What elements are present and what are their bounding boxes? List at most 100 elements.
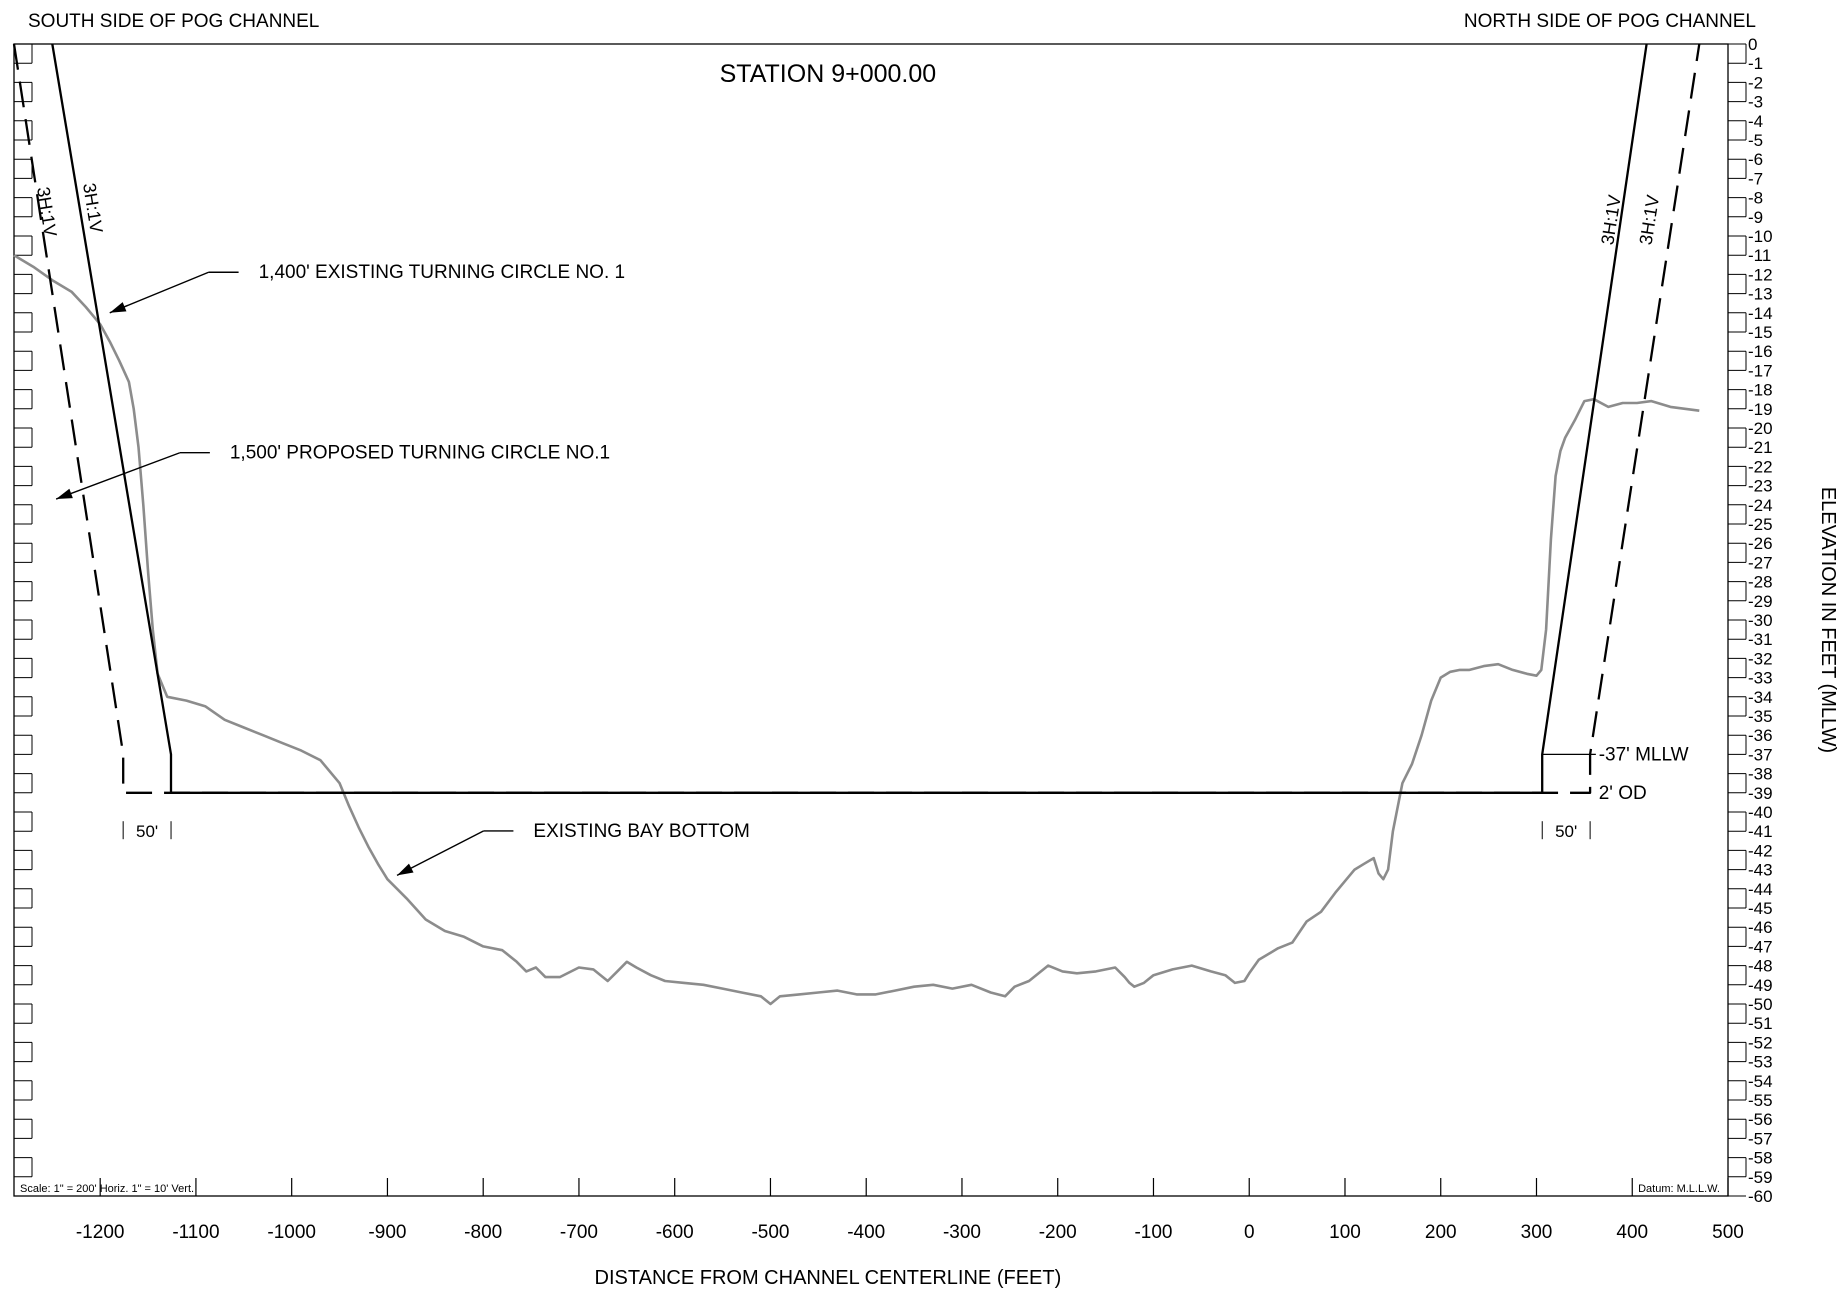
x-tick-label: -300: [943, 1222, 981, 1243]
plot-frame: [13, 43, 1729, 1197]
existing-bay-bottom-line: [13, 254, 1700, 1006]
existing-circle-line: [51, 43, 1648, 794]
y-tick-label: -3: [1748, 93, 1763, 112]
slope-label-proposed-south: 3H:1V: [33, 185, 61, 238]
bay-bottom-label: EXISTING BAY BOTTOM: [533, 821, 749, 842]
proposed-circle-label: 1,500' PROPOSED TURNING CIRCLE NO.1: [230, 443, 610, 464]
x-tick-label: -400: [847, 1222, 885, 1243]
y-tick-label: -6: [1748, 150, 1763, 169]
x-tick-label: -1000: [267, 1222, 316, 1243]
x-tick-label: -600: [656, 1222, 694, 1243]
y-tick-label: -58: [1748, 1149, 1773, 1168]
y-tick-label: -2: [1748, 73, 1763, 92]
bay-bottom-leader: [396, 830, 484, 876]
x-tick-label: 400: [1616, 1222, 1648, 1243]
y-tick-label: -46: [1748, 918, 1773, 937]
y-tick-label: -4: [1748, 112, 1763, 131]
y-tick-label: -17: [1748, 361, 1773, 380]
overdredge-label: 2' OD: [1599, 783, 1647, 804]
y-tick-label: -52: [1748, 1033, 1773, 1052]
y-tick-label: -56: [1748, 1110, 1773, 1129]
x-tick-label: -1200: [76, 1222, 125, 1243]
x-tick-label: -1100: [172, 1222, 219, 1243]
offset-north-label: 50': [1555, 822, 1577, 841]
x-tick-label: -800: [464, 1222, 502, 1243]
y-tick-label: -37: [1748, 745, 1773, 764]
y-tick-label: -16: [1748, 342, 1773, 361]
north-side-label: NORTH SIDE OF POG CHANNEL: [1464, 11, 1756, 32]
y-tick-label: -15: [1748, 323, 1773, 342]
y-tick-label: -25: [1748, 515, 1773, 534]
chart-title: STATION 9+000.00: [720, 60, 937, 88]
y-tick-label: -50: [1748, 995, 1773, 1014]
y-tick-label: -49: [1748, 976, 1773, 995]
y-tick-label: -40: [1748, 803, 1773, 822]
proposed-circle-line: [12, 43, 1701, 794]
y-tick-label: -26: [1748, 534, 1773, 553]
bay-bottom-arrowhead: [397, 863, 414, 876]
y-tick-label: -12: [1748, 265, 1773, 284]
y-tick-label: -28: [1748, 573, 1773, 592]
y-tick-label: -41: [1748, 822, 1773, 841]
datum-note: Datum: M.L.L.W.: [1638, 1183, 1720, 1195]
y-tick-label: -35: [1748, 707, 1773, 726]
y-tick-label: -8: [1748, 189, 1763, 208]
y-tick-label: 0: [1748, 35, 1757, 54]
y-tick-label: -14: [1748, 304, 1773, 323]
y-tick-label: -59: [1748, 1168, 1773, 1187]
y-tick-label: -21: [1748, 438, 1773, 457]
x-tick-label: 100: [1329, 1222, 1361, 1243]
y-tick-label: -9: [1748, 208, 1763, 227]
y-tick-label: -60: [1748, 1187, 1773, 1206]
y-tick-label: -43: [1748, 861, 1773, 880]
y-tick-label: -18: [1748, 381, 1773, 400]
y-tick-label: -32: [1748, 649, 1773, 668]
y-tick-label: -7: [1748, 169, 1763, 188]
y-tick-label: -19: [1748, 400, 1773, 419]
y-tick-label: -51: [1748, 1014, 1773, 1033]
y-tick-label: -10: [1748, 227, 1773, 246]
slope-label-existing-north: 3H:1V: [1597, 194, 1625, 247]
y-tick-label: -30: [1748, 611, 1773, 630]
mllw-label: -37' MLLW: [1599, 744, 1689, 765]
y-tick-label: -48: [1748, 957, 1773, 976]
y-tick-label: -55: [1748, 1091, 1773, 1110]
x-tick-label: -900: [368, 1222, 406, 1243]
x-tick-label: 0: [1244, 1222, 1255, 1243]
scale-note: Scale: 1" = 200' Horiz. 1" = 10' Vert.: [20, 1183, 194, 1195]
south-side-label: SOUTH SIDE OF POG CHANNEL: [28, 11, 319, 32]
existing-circle-leader: [109, 271, 209, 314]
y-tick-label: -39: [1748, 784, 1773, 803]
y-tick-label: -45: [1748, 899, 1773, 918]
y-tick-label: -34: [1748, 688, 1773, 707]
y-tick-label: -36: [1748, 726, 1773, 745]
x-axis-title: DISTANCE FROM CHANNEL CENTERLINE (FEET): [595, 1267, 1062, 1289]
x-tick-label: -100: [1134, 1222, 1172, 1243]
y-tick-label: -33: [1748, 669, 1773, 688]
y-tick-label: -54: [1748, 1072, 1773, 1091]
y-tick-label: -29: [1748, 592, 1773, 611]
x-tick-label: -500: [751, 1222, 789, 1243]
y-tick-label: -24: [1748, 496, 1773, 515]
y-tick-label: -44: [1748, 880, 1773, 899]
y-tick-label: -53: [1748, 1053, 1773, 1072]
slope-label-proposed-north: 3H:1V: [1636, 194, 1664, 247]
y-tick-label: -20: [1748, 419, 1773, 438]
x-tick-label: -200: [1039, 1222, 1077, 1243]
y-tick-label: -47: [1748, 937, 1773, 956]
y-tick-label: -22: [1748, 457, 1773, 476]
x-tick-label: -700: [560, 1222, 598, 1243]
x-tick-label: 300: [1521, 1222, 1553, 1243]
offset-south-label: 50': [136, 822, 158, 841]
x-tick-label: 500: [1712, 1222, 1744, 1243]
existing-circle-label: 1,400' EXISTING TURNING CIRCLE NO. 1: [259, 262, 625, 283]
proposed-circle-leader: [55, 452, 181, 500]
y-tick-label: -23: [1748, 477, 1773, 496]
y-tick-label: -1: [1748, 54, 1763, 73]
y-tick-label: -11: [1748, 246, 1771, 265]
y-tick-label: -27: [1748, 553, 1773, 572]
y-tick-label: -42: [1748, 841, 1773, 860]
y-tick-label: -57: [1748, 1129, 1773, 1148]
y-tick-label: -5: [1748, 131, 1763, 150]
